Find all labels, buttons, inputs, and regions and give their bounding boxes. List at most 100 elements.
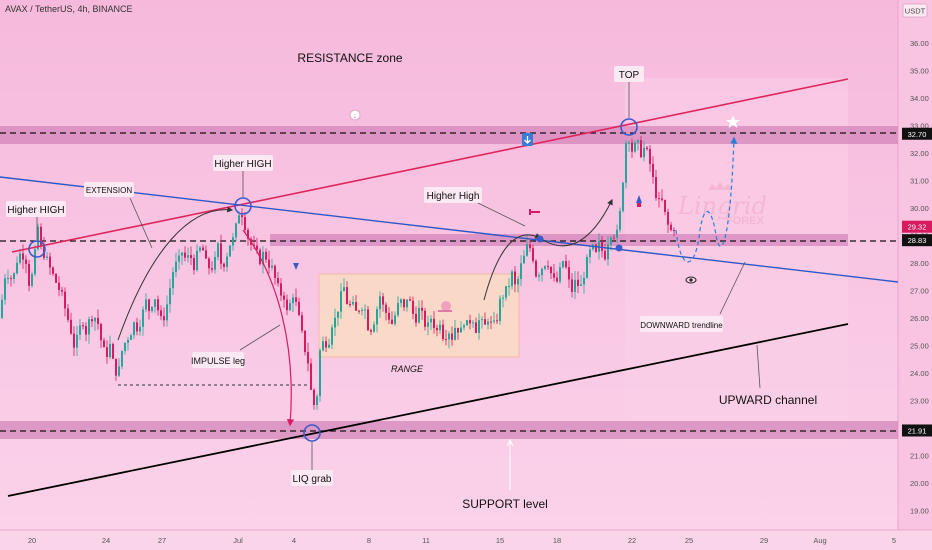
label-upward-channel: UPWARD channel (719, 393, 817, 407)
mid-zone-band (270, 234, 848, 246)
time-tick-label: 22 (628, 536, 636, 545)
candle-body (91, 319, 93, 322)
candle-body (649, 148, 651, 164)
candle-body (355, 301, 357, 311)
label-liq-grab: LIQ grab (291, 470, 333, 486)
candle-body (133, 322, 135, 336)
candle-body (97, 317, 99, 324)
callout-line-channel (756, 344, 761, 389)
candle-body (640, 140, 642, 158)
candle-body (475, 322, 477, 333)
price-tag (902, 424, 932, 437)
candle-body (463, 325, 465, 328)
candle-body (367, 309, 369, 331)
price-tick-label: 19.00 (910, 507, 929, 516)
candle-body (601, 241, 603, 251)
candle-body (319, 350, 321, 397)
candle-body (430, 318, 432, 323)
candle-body (508, 286, 510, 288)
candle-body (127, 339, 129, 343)
candle-body (190, 255, 192, 259)
callout-line-impulse (239, 324, 281, 351)
candle-body (526, 244, 528, 256)
candle-body (277, 277, 279, 284)
callout-line-downtrend (719, 261, 746, 315)
price-tags: 32.70 29.32 28.83 21.91 (902, 127, 932, 437)
candle-body (655, 177, 657, 199)
candle-body (199, 247, 201, 251)
candle-body (568, 267, 570, 280)
candle-body (175, 261, 177, 273)
candle-body (478, 320, 480, 333)
candle-body (496, 320, 498, 322)
svg-text:TOP: TOP (619, 70, 640, 81)
candle-body (67, 308, 69, 320)
candle-body (22, 253, 24, 260)
label-support-level: SUPPORT level (462, 497, 548, 511)
candle-body (406, 299, 408, 308)
candle-body (58, 282, 60, 290)
candle-body (145, 299, 147, 310)
candle-body (19, 253, 21, 263)
candle-body (136, 322, 138, 332)
price-tag (902, 127, 932, 140)
candle-body (445, 339, 447, 341)
resistance-trendline[interactable] (11, 78, 849, 253)
candle-body (577, 279, 579, 286)
upward-channel-line[interactable] (7, 323, 849, 497)
candle-body (283, 295, 285, 300)
candle-body (652, 163, 654, 178)
candle-body (472, 322, 474, 324)
candle-body (268, 259, 270, 268)
label-higher-high-right: Higher High (424, 187, 482, 203)
label-range: RANGE (391, 364, 424, 374)
candle-body (295, 297, 297, 302)
candle-body (265, 251, 267, 260)
candle-body (169, 288, 171, 305)
time-axis[interactable]: 20 24 27 Jul 4 8 11 15 18 22 25 29 Aug 5 (28, 536, 896, 545)
label-resistance-zone: RESISTANCE zone (297, 51, 402, 65)
lingrid-watermark: Lingrid FOREX (677, 182, 767, 227)
candle-body (163, 316, 165, 321)
candle-body (49, 256, 51, 268)
top-approach-arrow (539, 198, 613, 247)
candle-body (322, 341, 324, 351)
candle-body (64, 291, 66, 309)
candle-body (238, 215, 240, 224)
price-tag-label: 29.32 (908, 223, 927, 232)
label-higher-high-mid: Higher HIGH (213, 155, 273, 171)
candle-body (139, 326, 141, 332)
price-tag-label: 21.91 (908, 426, 927, 435)
candle-body (469, 320, 471, 324)
downward-trendline[interactable] (0, 176, 899, 283)
impulse-arrow (242, 229, 295, 427)
candle-body (364, 309, 366, 311)
candle-body (208, 258, 210, 269)
candle-body (394, 315, 396, 324)
candle-body (7, 278, 9, 280)
candle-body (436, 328, 438, 331)
time-tick-label: 29 (760, 536, 768, 545)
candle-body (241, 215, 243, 218)
candle-body (409, 299, 411, 301)
candle-body (589, 249, 591, 257)
candle-body (214, 257, 216, 270)
candle-body (643, 147, 645, 158)
quote-currency-badge[interactable]: USDT (902, 3, 928, 18)
eye-icon (685, 276, 697, 284)
price-tick-label: 36.00 (910, 39, 929, 48)
candle-body (529, 244, 531, 249)
svg-text:USDT: USDT (905, 7, 926, 16)
candle-body (70, 319, 72, 334)
candle-body (397, 302, 399, 316)
svg-text:FOREX: FOREX (726, 215, 765, 227)
candle-body (511, 271, 513, 287)
svg-text:↓: ↓ (353, 113, 357, 120)
candle-body (160, 310, 162, 317)
candle-body (439, 324, 441, 331)
candle-body (610, 237, 612, 245)
candle-body (484, 319, 486, 325)
candle-body (673, 230, 675, 232)
